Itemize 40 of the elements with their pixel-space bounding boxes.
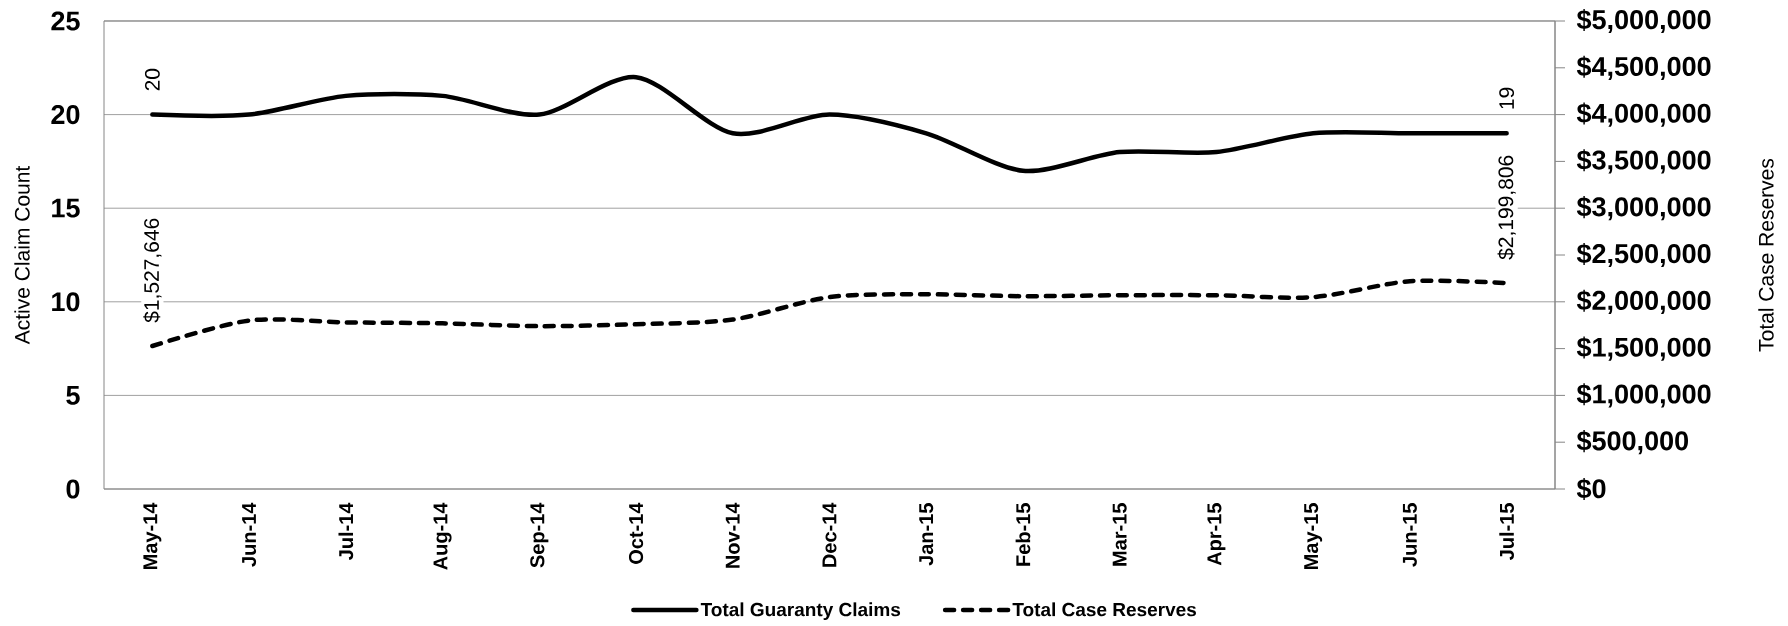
y-tick-label: 0 bbox=[66, 479, 80, 499]
y2-tick-label: $5,000,000 bbox=[1576, 8, 1711, 34]
y2-tick-label: $3,000,000 bbox=[1576, 196, 1711, 221]
x-tick-label: Jun-15 bbox=[1402, 503, 1417, 567]
y2-tick-label: $3,500,000 bbox=[1576, 149, 1711, 174]
y2-tick-label: $4,000,000 bbox=[1576, 102, 1711, 127]
legend-label: Total Guaranty Claims bbox=[700, 602, 901, 621]
x-tick-label: Feb-15 bbox=[1015, 503, 1031, 566]
y-tick-label: 15 bbox=[52, 198, 80, 218]
data-label: $1,527,646 bbox=[143, 218, 162, 323]
y2-tick-label: $0 bbox=[1576, 477, 1606, 501]
y-tick-label: 5 bbox=[66, 385, 80, 405]
x-tick-label: Jul-15 bbox=[1499, 503, 1514, 561]
x-tick-label: Apr-15 bbox=[1207, 503, 1226, 566]
x-tick-label: Jan-15 bbox=[919, 503, 934, 566]
data-label: $2,199,806 bbox=[1497, 155, 1516, 260]
data-label: 19 bbox=[1499, 87, 1515, 109]
y2-tick-label: $2,000,000 bbox=[1576, 289, 1711, 314]
x-tick-label: Jul-14 bbox=[338, 502, 354, 561]
x-tick-label: Oct-14 bbox=[628, 502, 644, 564]
y2-tick-label: $4,500,000 bbox=[1576, 55, 1711, 80]
x-tick-label: Dec-14 bbox=[822, 502, 837, 567]
y-tick-label: 20 bbox=[51, 105, 80, 125]
legend-label: Total Case Reserves bbox=[1012, 602, 1196, 617]
x-tick-label: Sep-14 bbox=[530, 502, 549, 568]
x-tick-label: Aug-14 bbox=[433, 502, 452, 570]
y-tick-label: 10 bbox=[52, 292, 80, 312]
x-tick-label: Mar-15 bbox=[1112, 503, 1127, 566]
y2-tick-label: $2,500,000 bbox=[1576, 242, 1711, 268]
data-label: 20 bbox=[144, 68, 160, 91]
y2-tick-label: $1,000,000 bbox=[1576, 383, 1711, 408]
x-tick-label: Jun-14 bbox=[242, 502, 257, 567]
x-tick-label: May-15 bbox=[1304, 503, 1323, 569]
x-tick-label: May-14 bbox=[143, 502, 162, 569]
y-axis-title: Active Claim Count bbox=[14, 165, 30, 345]
y2-tick-label: $500,000 bbox=[1576, 430, 1688, 455]
y-tick-label: 25 bbox=[51, 11, 80, 31]
x-tick-label: Nov-14 bbox=[725, 502, 740, 568]
y2-tick-label: $1,500,000 bbox=[1576, 336, 1711, 361]
y2-axis-title: Total Case Reserves bbox=[1758, 158, 1774, 352]
